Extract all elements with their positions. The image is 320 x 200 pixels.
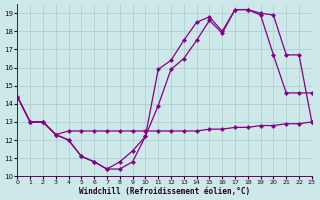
X-axis label: Windchill (Refroidissement éolien,°C): Windchill (Refroidissement éolien,°C) [79,187,250,196]
